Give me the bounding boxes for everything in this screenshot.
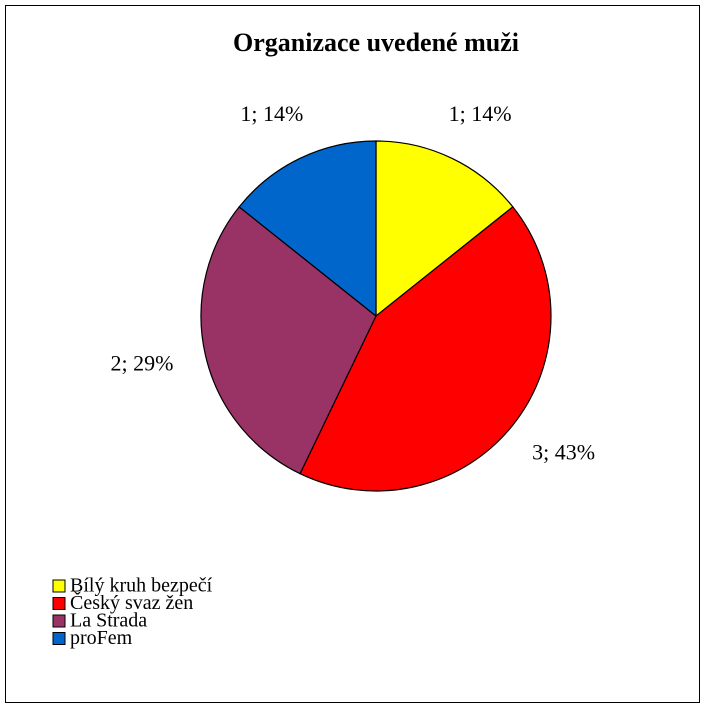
data-label: 1; 14% [240, 101, 303, 126]
legend-label: La Strada [70, 610, 147, 632]
data-label: 1; 14% [449, 101, 512, 126]
pie-slice [200, 206, 377, 475]
pie-slice [238, 140, 377, 318]
legend-label: proFem [70, 627, 133, 649]
data-label: 2; 29% [111, 350, 174, 375]
legend-swatch [52, 597, 66, 610]
data-label: 3; 43% [532, 439, 595, 464]
chart-title: Organizace uvedené muži [233, 28, 519, 57]
legend-label: Bílý kruh bezpečí [70, 575, 213, 597]
pie-slice [299, 206, 552, 492]
legend-swatch [52, 614, 66, 628]
legend-swatch [52, 632, 66, 645]
legend-label: Český svaz žen [70, 590, 193, 614]
pie-slice [375, 140, 514, 318]
legend-swatch [52, 579, 66, 593]
